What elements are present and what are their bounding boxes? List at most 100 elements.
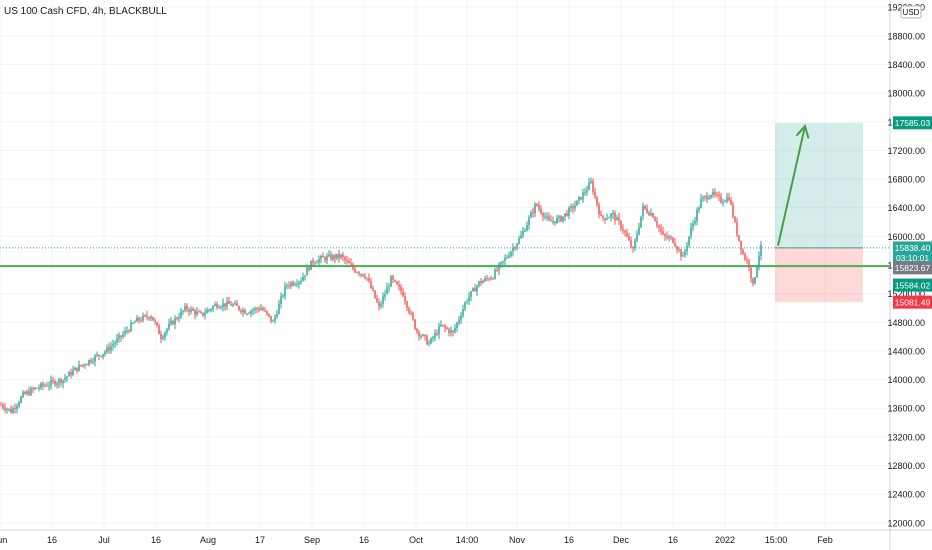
candle-body [458,319,460,323]
price-tag [893,295,932,309]
candle-body [496,270,498,272]
candle-body [510,251,512,257]
candle-body [630,240,632,248]
candle-body [408,307,410,313]
y-tick-label: 15200.00 [887,289,925,299]
candle-body [326,256,328,261]
candle-body [666,236,668,238]
price-tag-label: 15081.49 [895,297,931,307]
candle-body [274,316,276,321]
candle-body [110,346,112,351]
candle-body [646,208,648,213]
candle-body [680,249,682,257]
candle-body [580,197,582,200]
candle-body [760,244,762,256]
candle-body [392,276,394,280]
y-tick-label: 18400.00 [887,60,925,70]
candle-body [142,315,144,321]
candle-body [320,256,322,259]
y-tick-label: 18800.00 [887,31,925,41]
candle-body [240,309,242,313]
candle-body [64,378,66,380]
candle-body [334,255,336,259]
candle-body [562,216,564,222]
candle-body [330,254,332,260]
candle-body [356,271,358,273]
candle-body [16,405,18,409]
candle-body [96,354,98,356]
price-tag [893,278,932,292]
candle-body [520,235,522,239]
candle-body [418,331,420,336]
candle-body [728,197,730,201]
candle-body [390,276,392,287]
candle-body [530,212,532,218]
candle-body [508,256,510,258]
candle-body [352,264,354,269]
candle-body [558,216,560,218]
candle-body [412,313,414,320]
candle-body [80,364,82,366]
candle-body [86,364,88,366]
candle-body [488,278,490,280]
candle-body [146,315,148,318]
candle-body [250,310,252,314]
candle-body [628,236,630,241]
candle-body [636,234,638,241]
candle-body [184,306,186,311]
candle-body [398,284,400,287]
candle-body [494,270,496,279]
candle-body [220,307,222,309]
x-tick-label: Dec [613,535,630,545]
candle-body [50,380,52,386]
candle-body [186,306,188,310]
candle-body [236,303,238,307]
candle-body [692,223,694,228]
candle-body [22,392,24,397]
candle-body [302,276,304,282]
candle-body [124,330,126,335]
candle-body [162,337,164,340]
candle-body [4,407,6,410]
candle-body [752,278,754,284]
candle-body [718,194,720,197]
candle-body [484,278,486,281]
candle-body [474,288,476,292]
arrow-head [796,124,810,139]
candle-body [732,204,734,217]
candle-body [350,263,352,265]
candle-body [734,216,736,222]
candle-body [424,334,426,337]
candle-body [132,322,134,324]
candle-body [620,221,622,229]
x-tick-label: 15:00 [765,535,788,545]
candle-body [722,202,724,204]
candle-body [428,343,430,345]
candle-body [704,196,706,198]
candle-body [714,191,716,195]
candle-body [358,272,360,275]
candle-body [438,326,440,335]
price-tag [893,261,932,275]
candle-body [272,320,274,322]
candle-body [300,281,302,283]
candle-body [212,306,214,310]
candle-body [498,264,500,271]
candle-body [456,322,458,329]
y-tick-label: 16000.00 [887,232,925,242]
candle-body [214,304,216,307]
candle-body [470,291,472,297]
candle-body [304,275,306,277]
candle-body [568,207,570,216]
candle-body [566,213,568,216]
candle-body [742,250,744,255]
candle-body [618,217,620,222]
candle-body [150,316,152,319]
candle-body [312,260,314,263]
candle-body [676,246,678,250]
candle-body [58,379,60,384]
candle-body [698,207,700,211]
candle-body [36,387,38,389]
candle-body [616,217,618,221]
